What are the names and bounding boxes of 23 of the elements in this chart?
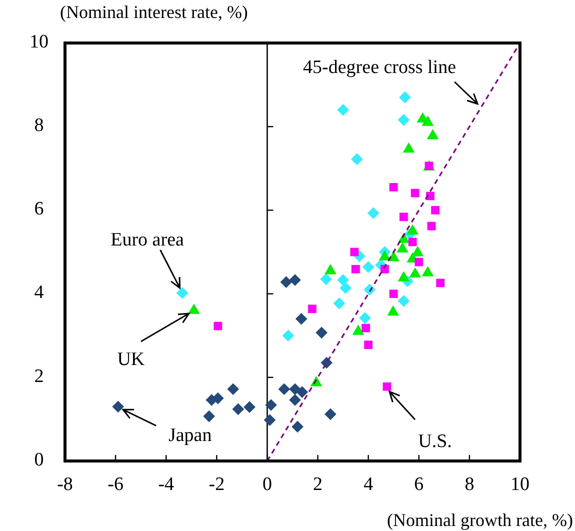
- y-tick-label: 2: [34, 366, 44, 387]
- y-tick-label: 4: [34, 282, 44, 304]
- series-label: Euro area: [110, 229, 185, 250]
- series-label: Japan: [168, 425, 212, 446]
- x-tick-label: 4: [364, 474, 374, 495]
- x-tick-label: -4: [158, 474, 175, 495]
- x-tick-label: -8: [57, 474, 73, 495]
- y-tick-label: 10: [30, 31, 48, 52]
- x-tick-label: -2: [208, 474, 225, 495]
- x-tick-label: 10: [510, 474, 530, 495]
- x-tick-label: 8: [464, 474, 474, 495]
- x-tick-label: 0: [262, 474, 272, 495]
- text: UK: [117, 348, 145, 370]
- series-label: 45-degree cross line: [303, 57, 456, 78]
- x-tick-label: 6: [414, 474, 424, 495]
- x-axis-title: (Nominal growth rate, %): [387, 510, 573, 530]
- y-axis-title: (Nominal interest rate, %): [60, 2, 248, 22]
- text: U.S.: [418, 430, 452, 452]
- x-tick-label: -6: [108, 474, 124, 495]
- y-tick-label: 6: [34, 198, 44, 220]
- y-tick-label: 8: [34, 114, 44, 136]
- x-tick-label: 2: [313, 474, 323, 495]
- y-tick-label: 0: [34, 449, 44, 470]
